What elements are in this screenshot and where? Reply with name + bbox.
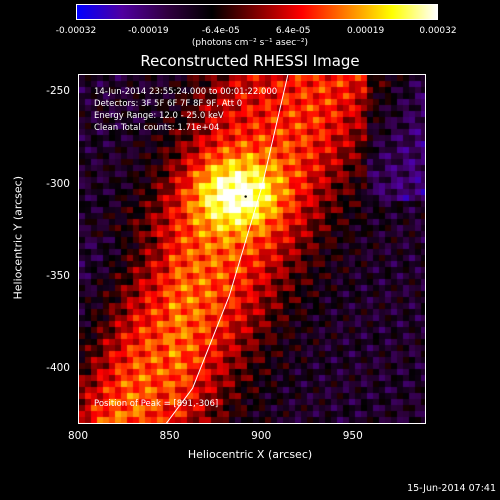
energy-annotation: Energy Range: 12.0 - 25.0 keV [94,111,224,121]
y-axis-label: Heliocentric Y (arcsec) [11,175,25,300]
colorbar-tick-label: 0.00019 [346,26,385,36]
colorbar-units: (photons cm⁻² s⁻¹ asec⁻²) [191,38,309,48]
colorbar-tick-label: -0.00032 [55,26,97,36]
y-tick-label: -350 [46,269,70,282]
plot-title: Reconstructed RHESSI Image [140,52,360,70]
heatmap-plot: 14-Jun-2014 23:55:24.000 to 00:01:22.000… [78,74,426,424]
heatmap-image [79,75,425,423]
x-tick-label: 800 [67,430,89,442]
colorbar [76,4,438,20]
x-tick-label: 900 [251,430,272,442]
colorbar-tick-label: 0.00032 [419,26,457,36]
footer-date: 15-Jun-2014 07:41 [407,483,496,494]
time-annotation: 14-Jun-2014 23:55:24.000 to 00:01:22.000 [94,87,278,97]
peak-annotation: Position of Peak = [891,-306] [94,399,219,409]
colorbar-tick-label: -6.4e-05 [201,26,240,36]
y-tick-label: -250 [46,85,70,98]
solar-limb-svg [165,75,289,423]
colorbar-tick-label: -0.00019 [128,26,169,36]
x-axis-label: Heliocentric X (arcsec) [187,448,313,461]
colorbar-tick-label: 6.4e-05 [275,26,311,36]
y-tick-label: -300 [46,177,70,190]
x-tick-label: 850 [159,430,180,442]
solar-limb-line [165,75,289,423]
detectors-annotation: Detectors: 3F 5F 6F 7F 8F 9F, Att 0 [94,99,243,109]
y-tick-label: -400 [46,361,70,374]
peak-marker [244,195,247,198]
x-tick-label: 950 [342,430,363,442]
method-annotation: Clean Total counts: 1.71e+04 [94,123,220,133]
